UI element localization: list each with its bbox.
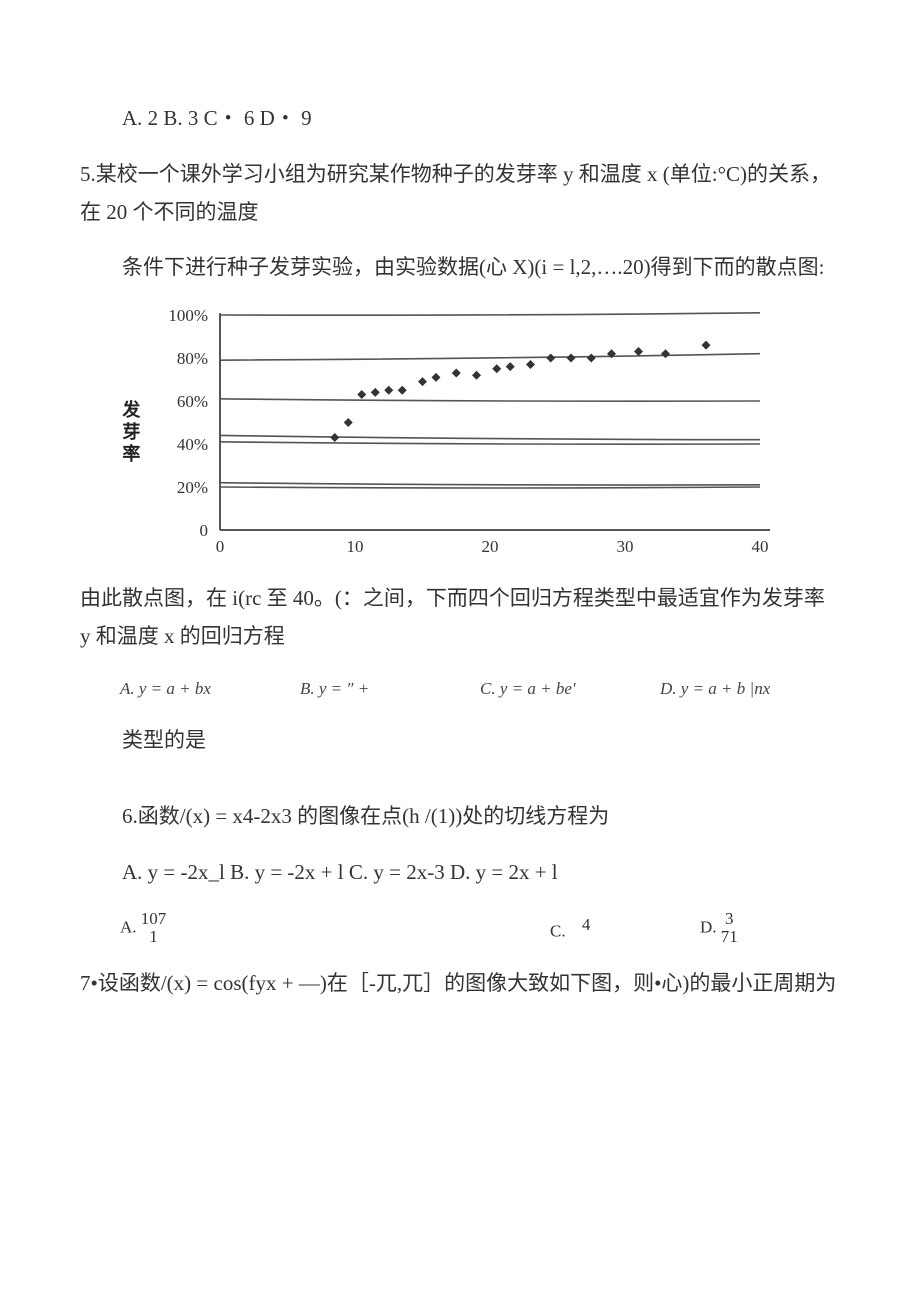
q5-text2: 条件下进行种子发芽实验，由实验数据(心 X)(i = l,2,….20)得到下而… bbox=[80, 249, 840, 287]
q5-optC: C. y = a + be' bbox=[480, 674, 660, 705]
q6-text1: 6.函数/(x) = x4-2x3 的图像在点(h /(1))处的切线方程为 bbox=[80, 798, 840, 836]
q4-options: A. 2 B. 3 C・ 6 D・ 9 bbox=[80, 100, 840, 138]
q7-text1: 7•设函数/(x) = cos(fyx + —)在［-兀,兀］的图像大致如下图，… bbox=[80, 965, 840, 1003]
scatter-svg: 0 20% 40% 60% 80% 100% 0 10 20 30 40 bbox=[140, 305, 780, 565]
q5-text3: 由此散点图，在 i(rc 至 40。(：之间，下而四个回归方程类型中最适宜作为发… bbox=[80, 580, 840, 656]
q6-optC2: C. 4 bbox=[550, 910, 700, 947]
q6-optD2: D. 3 71 bbox=[700, 910, 780, 947]
q6-optD-label: D. bbox=[700, 917, 717, 936]
svg-text:10: 10 bbox=[347, 537, 364, 556]
svg-text:80%: 80% bbox=[177, 349, 208, 368]
svg-text:100%: 100% bbox=[168, 306, 208, 325]
q5-optD: D. y = a + b |nx bbox=[660, 674, 840, 705]
q5-text1: 5.某校一个课外学习小组为研究某作物种子的发芽率 y 和温度 x (单位:°C)… bbox=[80, 156, 840, 232]
svg-text:60%: 60% bbox=[177, 392, 208, 411]
q6-optD-frac: 3 71 bbox=[721, 910, 738, 947]
svg-text:0: 0 bbox=[216, 537, 225, 556]
svg-text:40%: 40% bbox=[177, 435, 208, 454]
chart-ylabel: 发芽率 bbox=[114, 400, 146, 466]
svg-text:0: 0 bbox=[200, 521, 209, 540]
q6-optA2: A. 107 1 bbox=[120, 910, 380, 947]
q6-optA-num: 107 bbox=[141, 910, 167, 929]
q6-options2: A. 107 1 C. 4 D. 3 71 bbox=[120, 910, 840, 947]
q5-text4: 类型的是 bbox=[80, 722, 840, 760]
svg-text:30: 30 bbox=[617, 537, 634, 556]
q6-optA-label: A. bbox=[120, 917, 137, 936]
q6-optC-label: C. bbox=[550, 921, 566, 940]
svg-text:20%: 20% bbox=[177, 478, 208, 497]
q6-optD-num: 3 bbox=[721, 910, 738, 929]
q6-optC-val: 4 bbox=[582, 910, 591, 941]
svg-text:40: 40 bbox=[752, 537, 769, 556]
q5-optB: B. y = ″ + bbox=[300, 674, 480, 705]
q6-optA-den: 1 bbox=[141, 928, 167, 947]
scatter-chart: 发芽率 020%40%60%80%100%010203040 bbox=[140, 305, 780, 565]
q6-optD-den: 71 bbox=[721, 928, 738, 947]
q5-options: A. y = a + bx B. y = ″ + C. y = a + be' … bbox=[120, 674, 840, 705]
q5-optA: A. y = a + bx bbox=[120, 674, 300, 705]
q6-optA-frac: 107 1 bbox=[141, 910, 167, 947]
svg-text:20: 20 bbox=[482, 537, 499, 556]
q6-text2: A. y = -2x_l B. y = -2x + l C. y = 2x-3 … bbox=[80, 854, 840, 892]
